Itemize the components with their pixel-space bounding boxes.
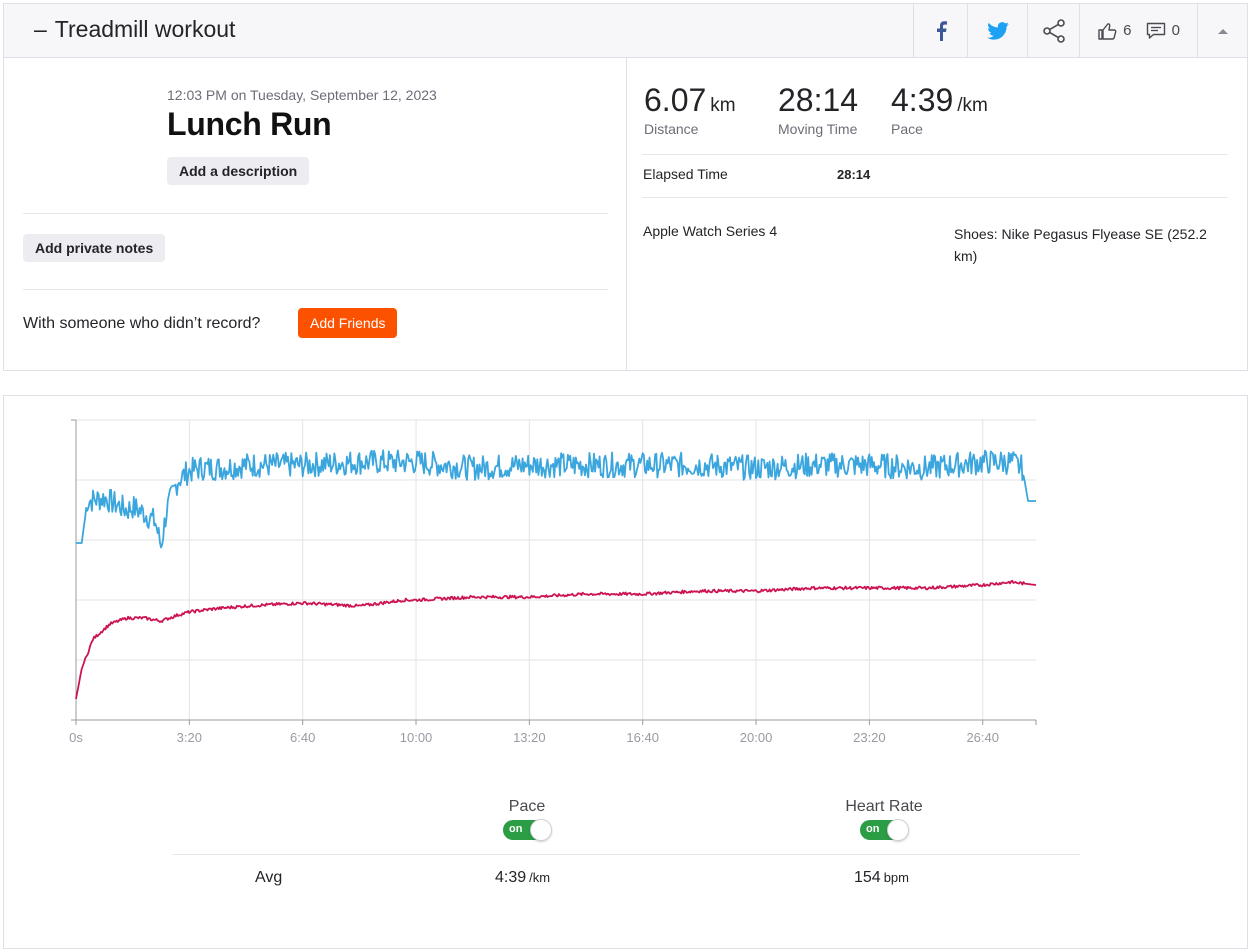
comment-icon: [1146, 22, 1165, 39]
activity-details-pane: 12:03 PM on Tuesday, September 12, 2023 …: [4, 58, 627, 370]
heart-rate-series-line: [75, 579, 1037, 700]
analysis-chart-card: 0s 3:20 6:40 10:00 13:20 16:40 20:00 23:20 26:40…: [3, 395, 1248, 949]
kudos-count: 6: [1123, 22, 1132, 39]
avg-pace-value: 4:39: [495, 869, 527, 886]
distance-label: Distance: [644, 121, 699, 137]
heart-rate-legend-label: Heart Rate: [845, 798, 923, 815]
x-tick-label: 13:20: [513, 730, 546, 745]
avg-row-label: Avg: [255, 869, 283, 886]
avg-hr-value: 154: [854, 869, 881, 886]
share-button[interactable]: [1027, 4, 1079, 57]
twitter-icon: [986, 21, 1009, 40]
elapsed-time-label: Elapsed Time: [643, 166, 728, 182]
moving-time-label: Moving Time: [778, 121, 858, 137]
pace-unit: /km: [957, 95, 988, 116]
toggle-knob: [887, 819, 909, 841]
elapsed-time-value: 28:14: [837, 167, 871, 182]
x-tick-label: 6:40: [290, 730, 315, 745]
facebook-icon: [936, 20, 947, 41]
divider: [642, 197, 1228, 198]
avg-hr-unit: bpm: [883, 870, 909, 885]
twitter-share-button[interactable]: [967, 4, 1027, 57]
distance-stat: 6.07 km Distance: [644, 82, 736, 137]
divider: [172, 854, 1080, 855]
collapse-dash-icon: –: [34, 16, 47, 42]
heart-rate-legend: Heart Rate on: [824, 798, 944, 845]
device-name: Apple Watch Series 4: [643, 223, 778, 239]
comments-button[interactable]: 0: [1146, 22, 1180, 40]
share-icon: [1042, 18, 1065, 43]
header-actions: 6 0: [913, 4, 1247, 57]
add-private-notes-button[interactable]: Add private notes: [23, 234, 166, 262]
heart-rate-toggle[interactable]: on: [860, 819, 909, 841]
activity-datetime: 12:03 PM on Tuesday, September 12, 2023: [167, 87, 437, 103]
x-tick-label: 10:00: [400, 730, 433, 745]
x-tick-label: 26:40: [966, 730, 999, 745]
x-tick-label: 23:20: [853, 730, 886, 745]
moving-time-stat: 28:14 Moving Time: [778, 82, 858, 137]
heart-rate-toggle-state: on: [866, 823, 880, 835]
distance-value: 6.07: [644, 82, 707, 118]
activity-type-label: Treadmill workout: [54, 16, 236, 42]
activity-stats-pane: 6.07 km Distance 28:14 Moving Time 4:39/k…: [628, 58, 1247, 370]
collapse-button[interactable]: [1197, 4, 1247, 57]
x-tick-label: 20:00: [740, 730, 773, 745]
pace-toggle-state: on: [509, 823, 523, 835]
avg-pace: 4:39/km: [495, 869, 550, 887]
activity-header: – Treadmill workout 6 0: [4, 4, 1247, 58]
caret-up-icon: [1217, 28, 1228, 34]
avg-heart-rate: 154 bpm: [854, 869, 909, 887]
x-tick-label: 16:40: [626, 730, 659, 745]
activity-summary-card: – Treadmill workout 6 0: [3, 3, 1248, 371]
shoes-info[interactable]: Shoes: Nike Pegasus Flyease SE (252.2 km…: [954, 226, 1207, 264]
pace-legend: Pace on: [467, 798, 587, 845]
kudos-comments-group: 6 0: [1079, 4, 1197, 57]
thumbs-up-icon: [1098, 22, 1117, 40]
pace-legend-label: Pace: [508, 798, 546, 815]
divider: [23, 289, 608, 290]
pace-value: 4:39: [891, 82, 954, 118]
distance-unit: km: [710, 95, 736, 116]
divider: [642, 154, 1228, 155]
with-someone-prompt: With someone who didn’t record?: [23, 315, 261, 332]
x-tick-label: 0s: [69, 730, 83, 745]
pace-label: Pace: [891, 121, 923, 137]
toggle-knob: [530, 819, 552, 841]
comment-count: 0: [1171, 22, 1180, 39]
facebook-share-button[interactable]: [913, 4, 967, 57]
pace-heart-rate-chart[interactable]: 0s 3:20 6:40 10:00 13:20 16:40 20:00 23:20 26:40: [4, 396, 1247, 948]
divider: [23, 213, 608, 214]
add-friends-button[interactable]: Add Friends: [298, 308, 398, 338]
pace-series-line: [76, 449, 1036, 549]
moving-time-value: 28:14: [778, 82, 859, 118]
pace-stat: 4:39/km Pace: [891, 82, 988, 137]
avg-pace-unit: /km: [529, 870, 551, 885]
add-description-button[interactable]: Add a description: [167, 157, 310, 185]
pace-toggle[interactable]: on: [503, 819, 552, 841]
activity-header-title[interactable]: – Treadmill workout: [34, 16, 235, 43]
x-tick-label: 3:20: [177, 730, 202, 745]
activity-name: Lunch Run: [167, 106, 332, 142]
kudos-button[interactable]: 6: [1097, 21, 1131, 41]
